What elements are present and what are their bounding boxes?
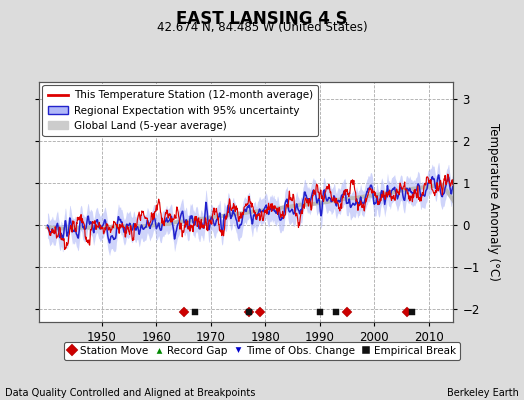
Text: Berkeley Earth: Berkeley Earth xyxy=(447,388,519,398)
Text: EAST LANSING 4 S: EAST LANSING 4 S xyxy=(176,10,348,28)
Y-axis label: Temperature Anomaly (°C): Temperature Anomaly (°C) xyxy=(487,123,499,281)
Text: Data Quality Controlled and Aligned at Breakpoints: Data Quality Controlled and Aligned at B… xyxy=(5,388,256,398)
Legend: This Temperature Station (12-month average), Regional Expectation with 95% uncer: This Temperature Station (12-month avera… xyxy=(42,85,318,136)
Legend: Station Move, Record Gap, Time of Obs. Change, Empirical Break: Station Move, Record Gap, Time of Obs. C… xyxy=(63,342,461,360)
Text: 42.674 N, 84.485 W (United States): 42.674 N, 84.485 W (United States) xyxy=(157,21,367,34)
